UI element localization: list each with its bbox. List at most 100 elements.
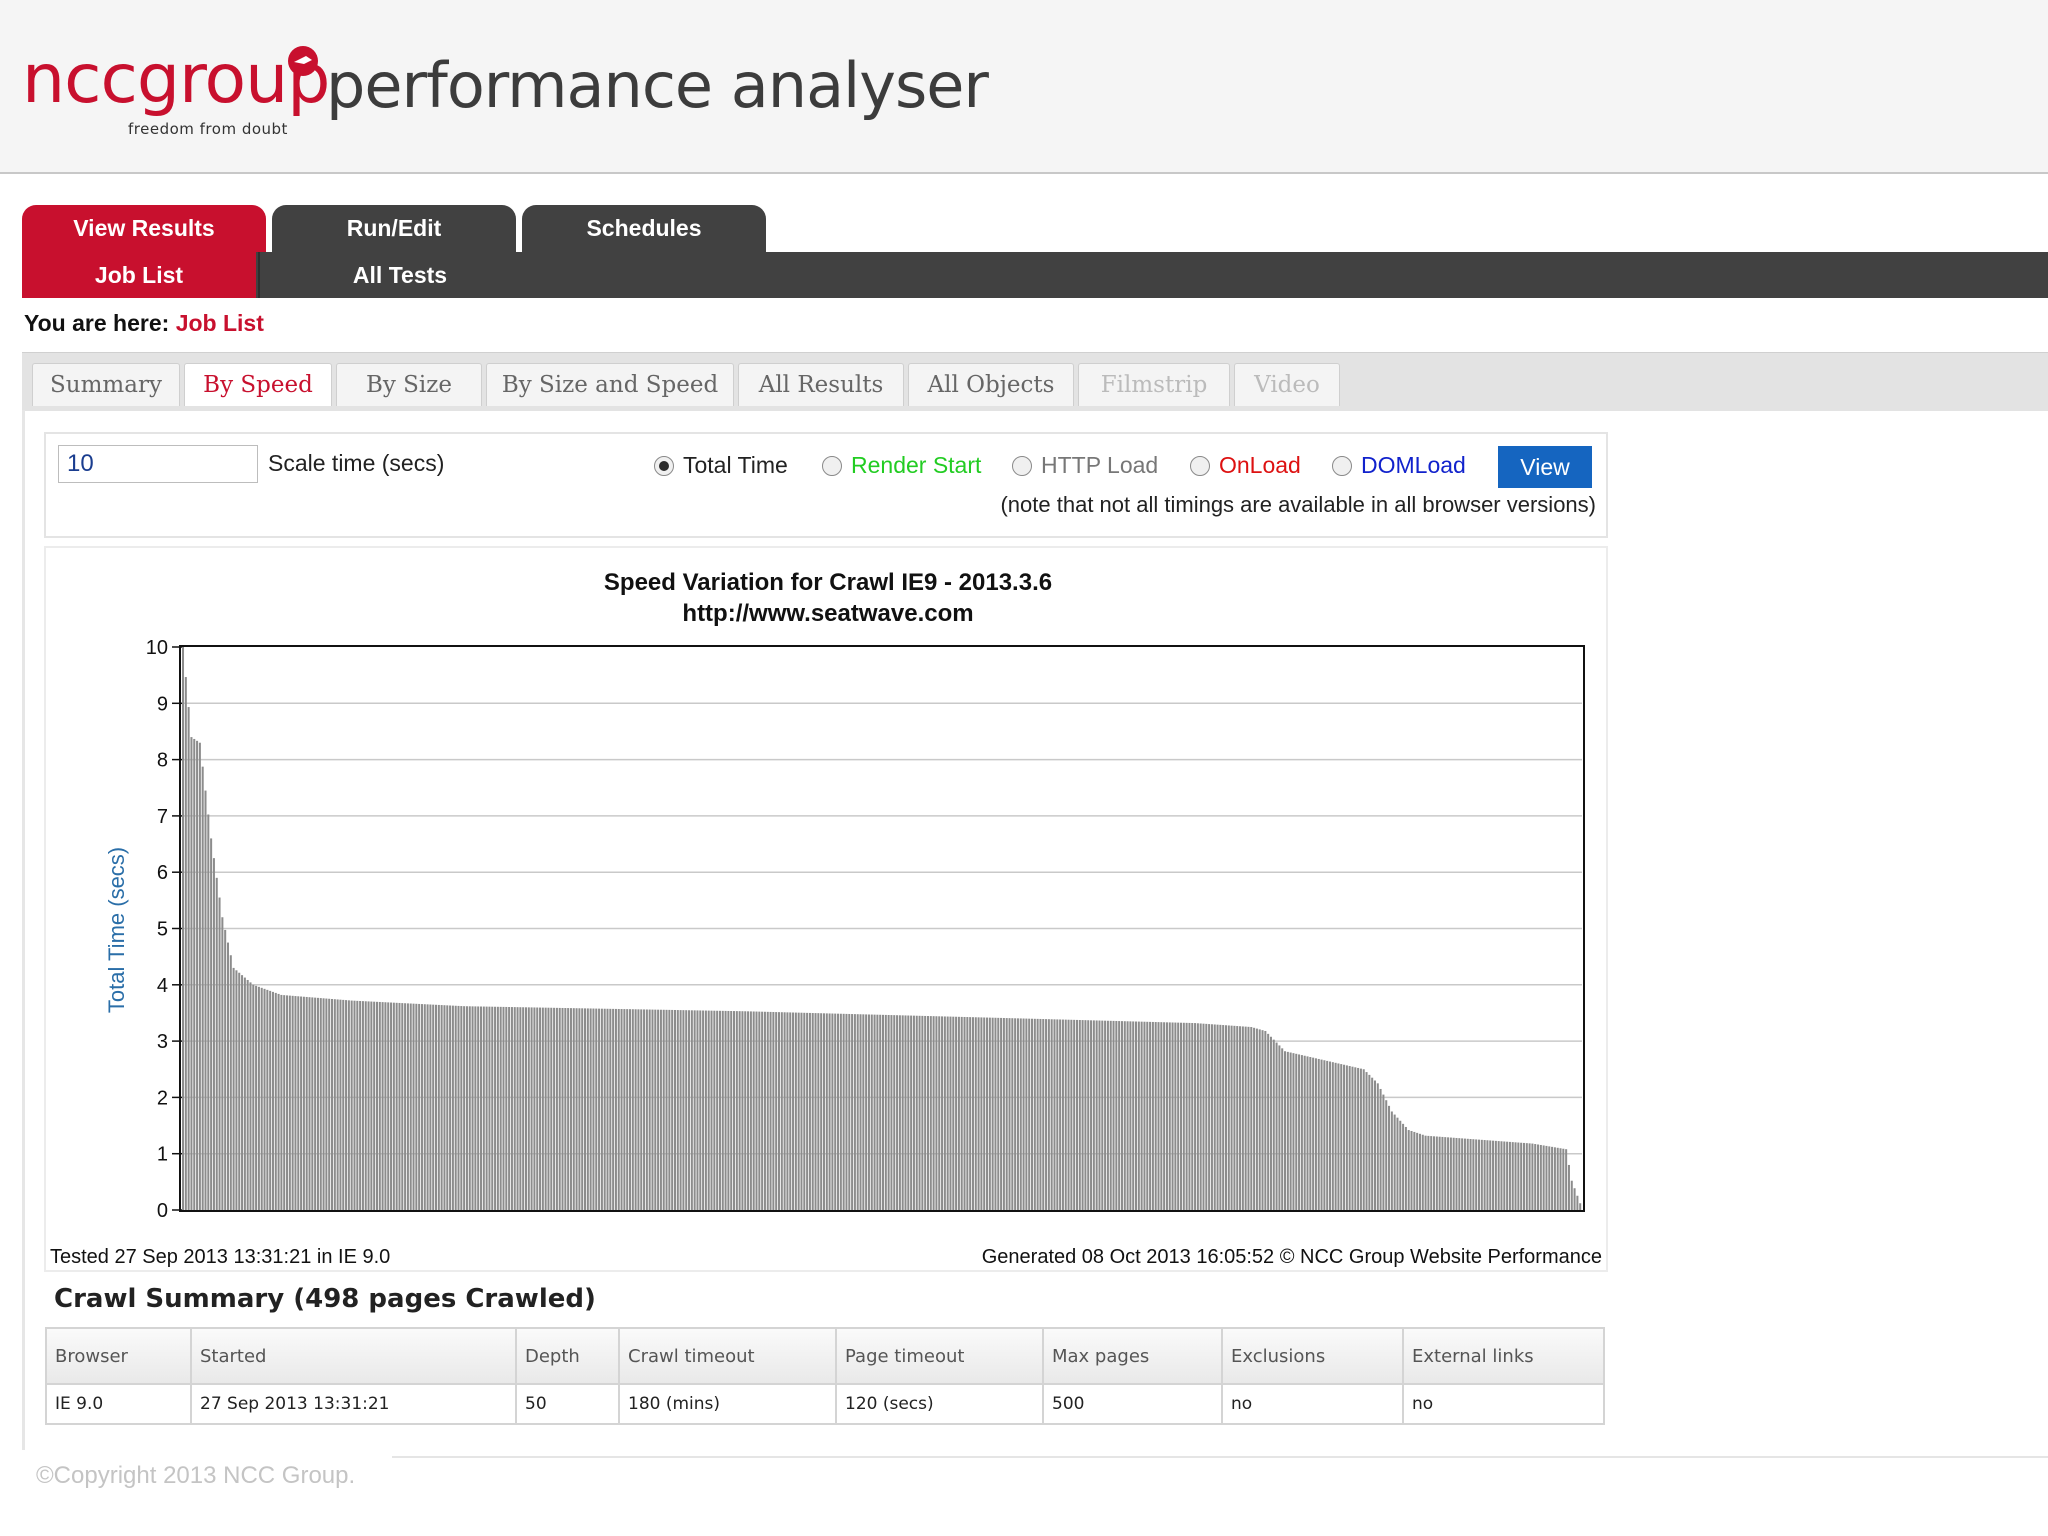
table-header-row: Browser Started Depth Crawl timeout Page… (45, 1327, 1605, 1385)
speed-bar (876, 1014, 879, 1210)
speed-bar (1016, 1018, 1019, 1210)
subnav-job-list[interactable]: Job List (22, 252, 256, 298)
tab-summary[interactable]: Summary (32, 363, 180, 406)
speed-bar (879, 1014, 882, 1210)
speed-bar (693, 1010, 696, 1210)
speed-bar (679, 1010, 682, 1210)
y-tick-label: 0 (157, 1200, 168, 1222)
speed-bar (600, 1008, 603, 1210)
speed-bar (1413, 1131, 1416, 1210)
radio-onload[interactable]: OnLoad (1190, 452, 1301, 479)
result-tab-bar: Summary By Speed By Size By Size and Spe… (22, 352, 2048, 411)
speed-bar (336, 999, 339, 1210)
speed-bar (1475, 1139, 1478, 1210)
speed-bar (1500, 1141, 1503, 1210)
speed-bar (1528, 1143, 1531, 1210)
radio-button[interactable] (822, 455, 842, 476)
speed-bar (477, 1006, 480, 1210)
speed-bar (1213, 1024, 1216, 1210)
radio-render-start[interactable]: Render Start (822, 452, 981, 479)
speed-bar (266, 989, 269, 1210)
tab-all-objects[interactable]: All Objects (908, 363, 1074, 406)
tab-view-results[interactable]: View Results (22, 205, 266, 252)
speed-bar (1300, 1055, 1303, 1210)
speed-bar (184, 677, 187, 1210)
speed-bar (212, 858, 215, 1211)
tab-by-size-and-speed[interactable]: By Size and Speed (486, 363, 734, 406)
speed-bar (1236, 1026, 1239, 1210)
radio-button[interactable] (1190, 455, 1210, 476)
breadcrumb-current[interactable]: Job List (175, 310, 264, 336)
tab-run-edit[interactable]: Run/Edit (272, 205, 516, 252)
speed-bar (423, 1004, 426, 1210)
speed-bar (215, 877, 218, 1210)
speed-bar (1011, 1018, 1014, 1210)
speed-bar (561, 1007, 564, 1210)
speed-bar (364, 1001, 367, 1210)
tab-all-results[interactable]: All Results (738, 363, 904, 406)
scale-time-input[interactable] (58, 445, 258, 483)
speed-bar (454, 1005, 457, 1210)
radio-http-load[interactable]: HTTP Load (1012, 452, 1158, 479)
speed-bar (1390, 1111, 1393, 1210)
nccgroup-logo[interactable]: nccgroup (22, 40, 330, 119)
subnav-all-tests[interactable]: All Tests (352, 262, 448, 288)
speed-bar (1149, 1021, 1152, 1210)
speed-bar (932, 1016, 935, 1210)
speed-bar (738, 1011, 741, 1210)
column-header: Depth (515, 1327, 620, 1385)
speed-bar (283, 995, 286, 1210)
speed-bar (682, 1010, 685, 1210)
speed-bar (485, 1006, 488, 1210)
speed-bar (218, 897, 221, 1210)
speed-bar (971, 1017, 974, 1210)
speed-bar (1109, 1020, 1112, 1210)
speed-bar (941, 1016, 944, 1210)
speed-bar (567, 1008, 570, 1210)
speed-bar (910, 1015, 913, 1210)
speed-bar (328, 998, 331, 1210)
radio-domload[interactable]: DOMLoad (1332, 452, 1466, 479)
view-button[interactable]: View (1498, 446, 1592, 488)
speed-bar (482, 1006, 485, 1210)
speed-bar (634, 1009, 637, 1210)
speed-bar (1151, 1021, 1154, 1210)
speed-bar (1486, 1140, 1489, 1210)
speed-bar (390, 1002, 393, 1210)
speed-bar (494, 1006, 497, 1210)
speed-bar (1430, 1136, 1433, 1210)
speed-bar (544, 1007, 547, 1210)
speed-bar (825, 1013, 828, 1210)
radio-label: OnLoad (1219, 452, 1301, 478)
speed-bar (1379, 1088, 1382, 1210)
speed-bar (792, 1012, 795, 1210)
speed-bar (1230, 1025, 1233, 1210)
speed-bar (370, 1001, 373, 1210)
speed-bar (685, 1010, 688, 1210)
speed-bar (1331, 1062, 1334, 1210)
speed-bar (1210, 1024, 1213, 1210)
speed-bar (749, 1011, 752, 1210)
y-tick-label: 10 (146, 637, 168, 659)
speed-bar (1253, 1027, 1256, 1210)
crawl-summary-title: Crawl Summary (498 pages Crawled) (54, 1284, 596, 1314)
speed-bar (1359, 1068, 1362, 1210)
speed-bar (1511, 1142, 1514, 1210)
speed-bar (1045, 1019, 1048, 1210)
radio-button[interactable] (1332, 455, 1352, 476)
tab-by-speed[interactable]: By Speed (184, 363, 332, 406)
tab-schedules[interactable]: Schedules (522, 205, 766, 252)
speed-bar (997, 1017, 1000, 1210)
radio-button[interactable] (654, 455, 674, 476)
speed-bar (1539, 1144, 1542, 1210)
tab-by-size[interactable]: By Size (336, 363, 482, 406)
speed-bar (432, 1004, 435, 1210)
copyright: ©Copyright 2013 NCC Group. (36, 1462, 356, 1489)
speed-bar (1264, 1030, 1267, 1210)
speed-chart-panel: Speed Variation for Crawl IE9 - 2013.3.6… (44, 546, 1608, 1272)
speed-bar (1014, 1018, 1017, 1210)
speed-bar (1196, 1023, 1199, 1210)
speed-bar (724, 1010, 727, 1210)
radio-total-time[interactable]: Total Time (654, 452, 788, 479)
radio-button[interactable] (1012, 455, 1032, 476)
